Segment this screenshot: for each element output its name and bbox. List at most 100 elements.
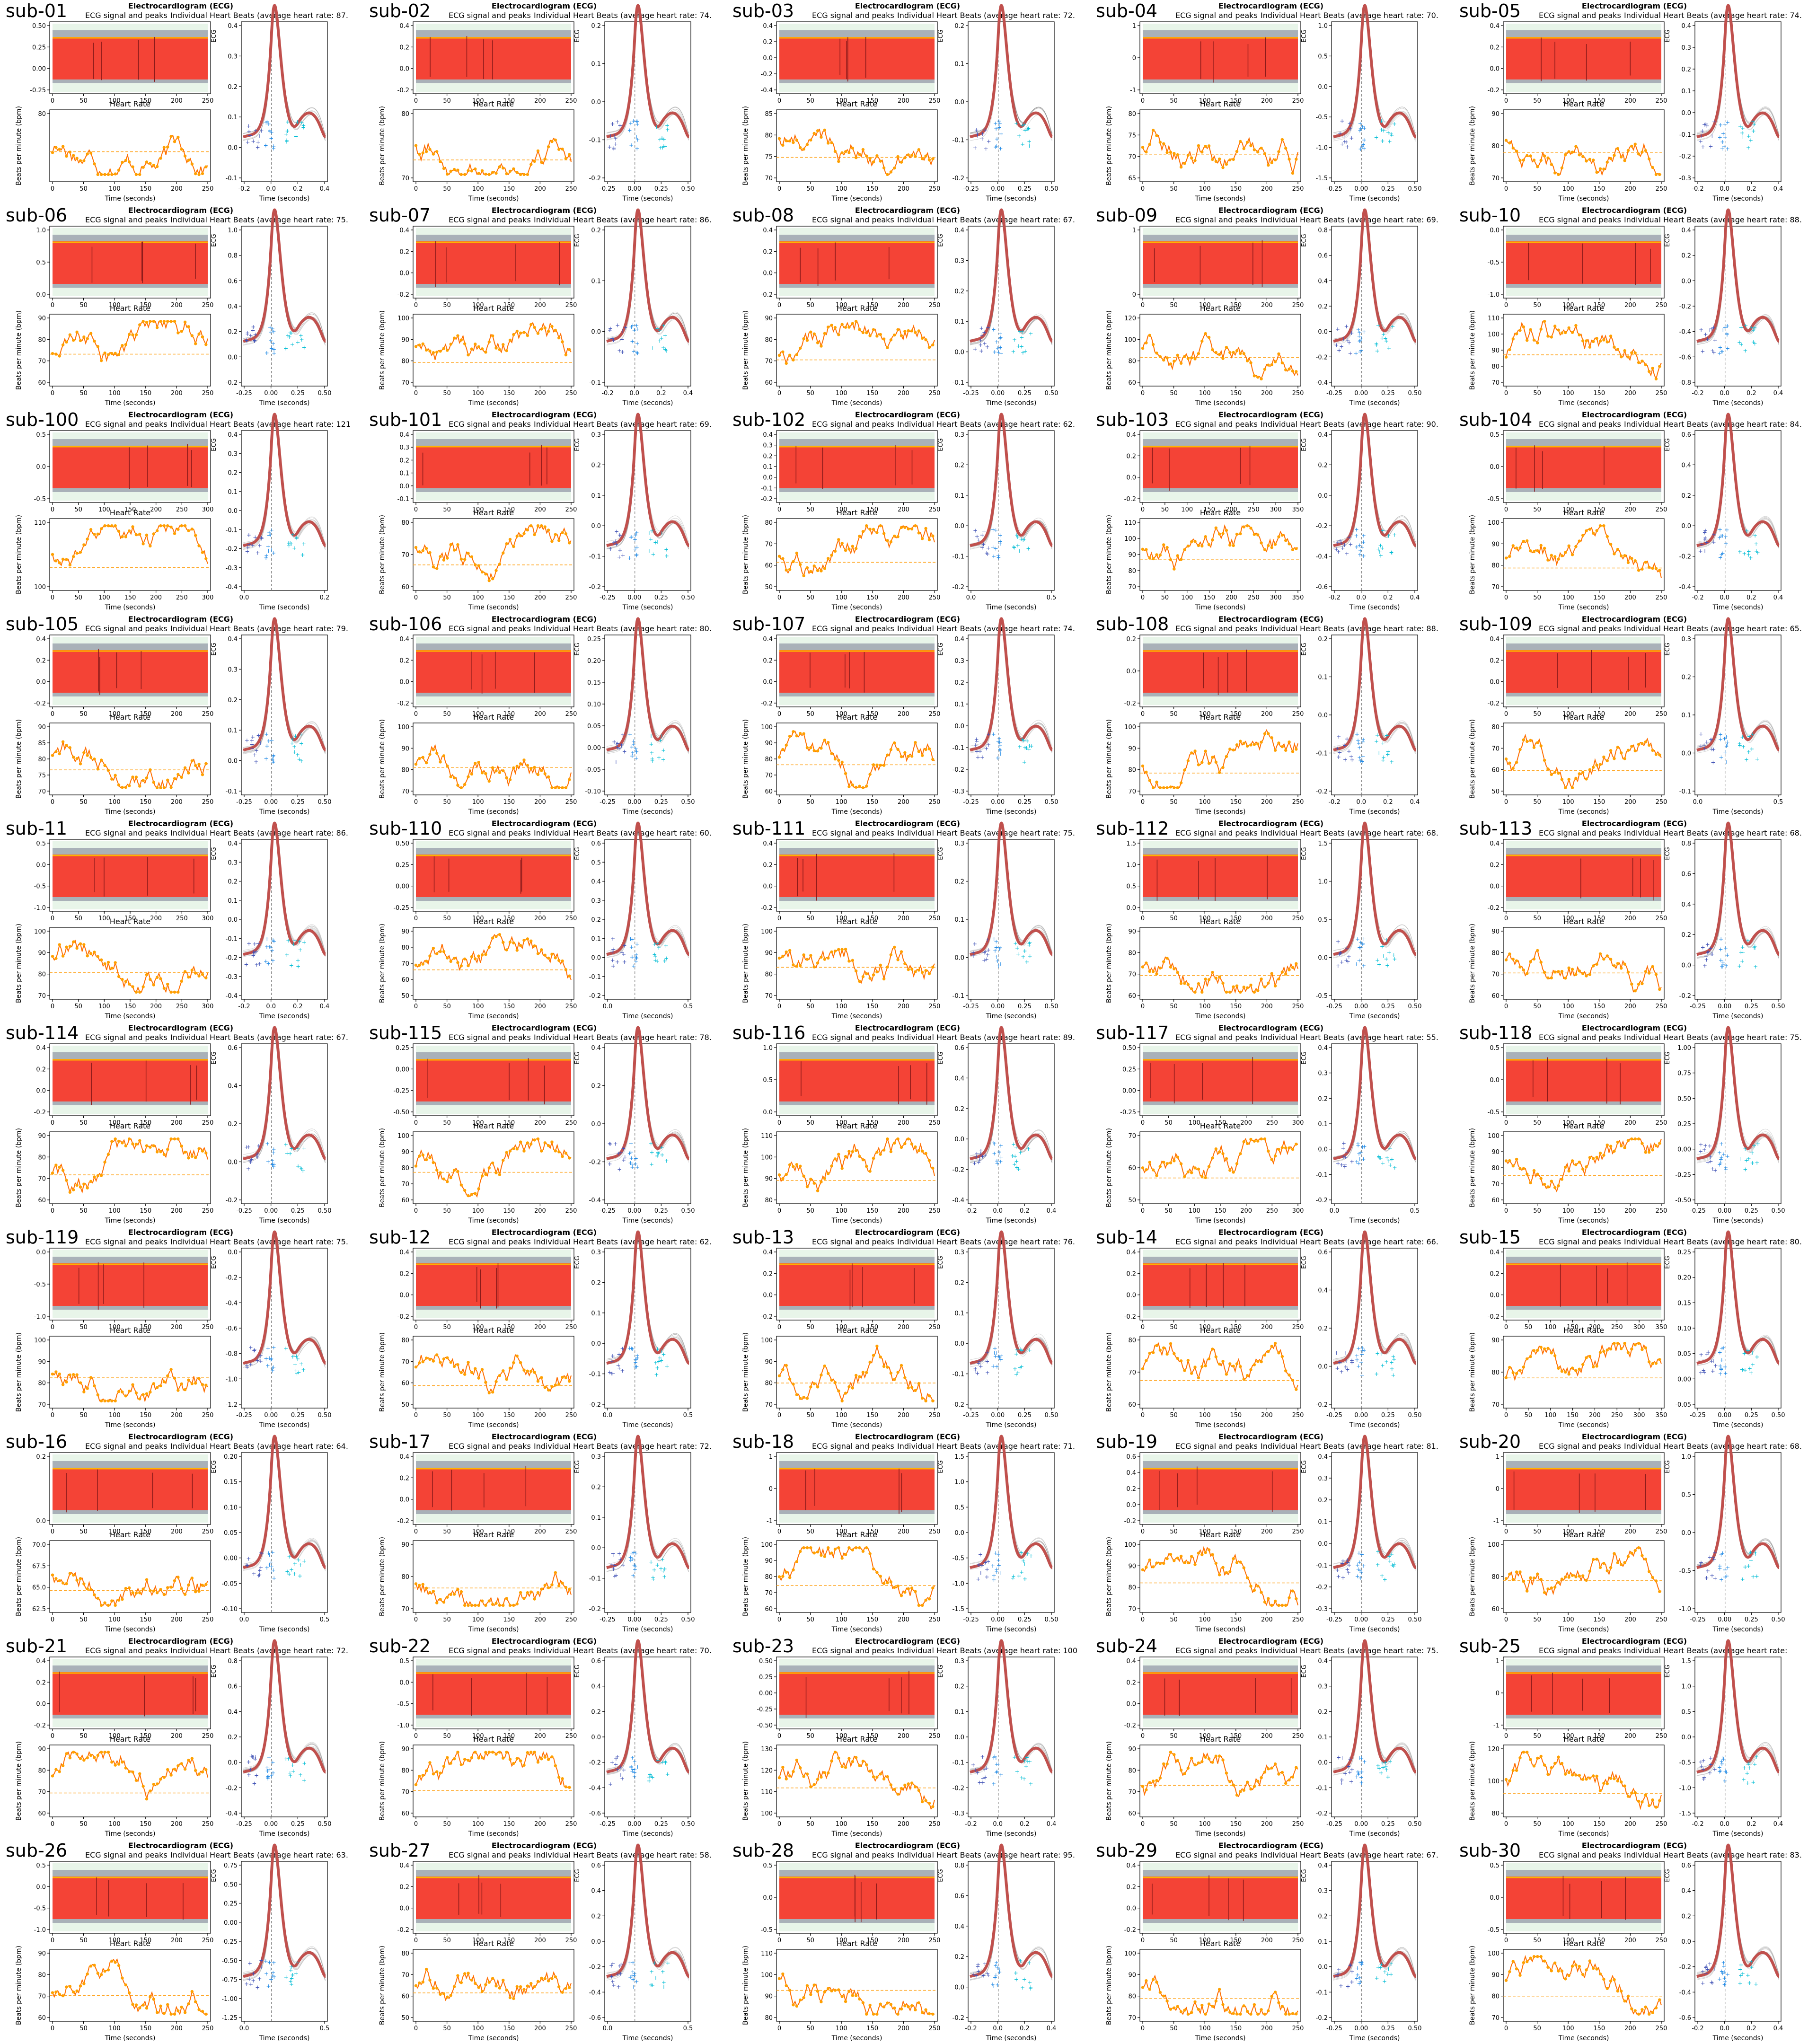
hr-ylabel: Beats per minute (bpm) bbox=[15, 719, 23, 799]
beats-qs-marker: + bbox=[1358, 1155, 1362, 1162]
beats-p-wave-marker: + bbox=[1709, 736, 1713, 743]
beats-qs-marker: + bbox=[1357, 754, 1362, 761]
hr-marker bbox=[463, 173, 467, 176]
beats-p-wave-marker: + bbox=[252, 338, 257, 344]
hr-marker bbox=[190, 162, 194, 166]
hr-marker bbox=[823, 1177, 827, 1180]
hr-marker bbox=[903, 330, 907, 333]
hr-marker bbox=[1173, 786, 1176, 789]
beats-p-wave-marker: + bbox=[1342, 742, 1347, 749]
hr-marker bbox=[1602, 755, 1605, 759]
hr-marker bbox=[494, 569, 498, 573]
hr-marker bbox=[145, 1144, 149, 1147]
hr-x-tick-label: 100 bbox=[1562, 594, 1574, 601]
hr-marker bbox=[540, 160, 543, 164]
hr-marker bbox=[82, 751, 86, 754]
beats-y-tick-label: 0.2 bbox=[1318, 636, 1328, 643]
beats-xlabel: Time (seconds) bbox=[1712, 604, 1764, 611]
beats-p-wave-marker: + bbox=[254, 1153, 259, 1159]
hr-marker bbox=[903, 751, 907, 754]
beats-y-tick-label: 0.4 bbox=[228, 636, 238, 643]
ecg-x-tick-label: 200 bbox=[534, 97, 546, 105]
hr-marker bbox=[826, 1172, 830, 1175]
hr-marker bbox=[788, 949, 792, 952]
beats-x-tick-label: 0.50 bbox=[681, 799, 695, 806]
hr-marker bbox=[529, 1142, 533, 1146]
hr-y-tick-label: 70 bbox=[1491, 1181, 1499, 1188]
hr-y-tick-label: 100 bbox=[34, 928, 46, 935]
beats-t-wave-marker: + bbox=[1742, 550, 1746, 557]
hr-marker bbox=[893, 945, 896, 949]
hr-marker bbox=[463, 783, 467, 786]
beats-x-tick-label: 0.5 bbox=[1410, 1207, 1420, 1215]
beats-qs-marker: + bbox=[266, 121, 271, 127]
hr-title: Heart Rate bbox=[473, 508, 514, 517]
beats-qs-marker: + bbox=[635, 1164, 640, 1171]
beats-xlabel: Time (seconds) bbox=[1349, 604, 1400, 611]
hr-marker bbox=[439, 950, 442, 953]
beats-p-wave-marker: + bbox=[1704, 953, 1709, 960]
hr-y-tick-label: 60 bbox=[765, 563, 773, 570]
hr-marker bbox=[1197, 1167, 1200, 1171]
hr-y-tick-label: 60 bbox=[765, 379, 773, 387]
hr-marker bbox=[201, 773, 204, 776]
hr-y-tick-label: 80 bbox=[38, 1154, 46, 1161]
beats-t-wave-marker: + bbox=[286, 540, 291, 546]
hr-marker bbox=[432, 946, 435, 950]
hr-marker bbox=[1256, 742, 1260, 746]
beats-p-wave-marker: + bbox=[978, 1151, 983, 1157]
hr-marker bbox=[1515, 1157, 1518, 1161]
beats-average bbox=[1696, 413, 1780, 547]
beats-qs-marker: + bbox=[267, 128, 272, 135]
hr-marker bbox=[1658, 569, 1661, 572]
ecg-x-tick-label: 200 bbox=[534, 302, 546, 309]
beats-p-wave-marker: + bbox=[1708, 143, 1713, 150]
hr-marker bbox=[1162, 142, 1165, 145]
subject-label: sub-108 bbox=[1096, 614, 1169, 634]
beats-qs-marker: + bbox=[631, 118, 636, 124]
beats-p-wave-marker: + bbox=[1708, 736, 1713, 743]
hr-marker bbox=[1595, 763, 1598, 767]
hr-marker bbox=[512, 1147, 515, 1150]
beats-x-tick-label: 0.50 bbox=[681, 594, 695, 601]
hr-marker bbox=[820, 747, 823, 750]
ecg-y-tick-label: 0.4 bbox=[1126, 432, 1136, 439]
ecg-x-tick-label: 250 bbox=[176, 915, 188, 922]
ecg-clean-signal bbox=[1143, 855, 1298, 897]
hr-marker bbox=[882, 764, 886, 767]
beats-qs-marker: + bbox=[1360, 739, 1365, 745]
beats-p-wave-marker: + bbox=[986, 741, 991, 748]
panel-title: Electrocardiogram (ECG) bbox=[492, 819, 597, 828]
hr-marker bbox=[1173, 967, 1176, 970]
hr-marker bbox=[526, 937, 529, 941]
beats-x-tick-label: 0.00 bbox=[991, 799, 1005, 806]
beats-axes-frame bbox=[1331, 1043, 1418, 1204]
beats-qs-marker: + bbox=[266, 547, 271, 554]
beats-ylabel: ECG bbox=[1301, 29, 1308, 42]
hr-x-tick-label: 100 bbox=[1199, 390, 1211, 397]
beats-p-wave-marker: + bbox=[620, 552, 625, 559]
hr-y-tick-label: 90 bbox=[401, 336, 409, 344]
hr-marker bbox=[1207, 1165, 1211, 1168]
beats-t-wave-marker: + bbox=[296, 1163, 300, 1170]
hr-y-tick-label: 60 bbox=[401, 584, 409, 591]
hr-marker bbox=[138, 323, 141, 326]
hr-x-tick-label: 50 bbox=[74, 1003, 82, 1010]
beats-t-wave-marker: + bbox=[295, 119, 300, 125]
hr-marker bbox=[1204, 332, 1207, 335]
beats-t-wave-marker: + bbox=[1021, 537, 1025, 543]
ecg-x-tick-label: 0 bbox=[51, 302, 54, 309]
beats-qs-marker: + bbox=[629, 1155, 634, 1162]
hr-marker bbox=[924, 1152, 927, 1155]
hr-marker bbox=[54, 146, 58, 149]
beats-y-tick-label: -0.3 bbox=[953, 788, 964, 795]
ecg-y-tick-label: -0.2 bbox=[761, 71, 773, 78]
hr-marker bbox=[1546, 1185, 1550, 1189]
hr-marker bbox=[1560, 778, 1564, 781]
beats-y-tick-label: -0.4 bbox=[1679, 584, 1691, 591]
beats-y-tick-label: 0.2 bbox=[1681, 66, 1691, 73]
hr-marker bbox=[931, 534, 935, 538]
hr-marker bbox=[187, 975, 190, 979]
beats-p-wave-marker: + bbox=[250, 542, 255, 549]
beats-qs-marker: + bbox=[633, 536, 637, 543]
